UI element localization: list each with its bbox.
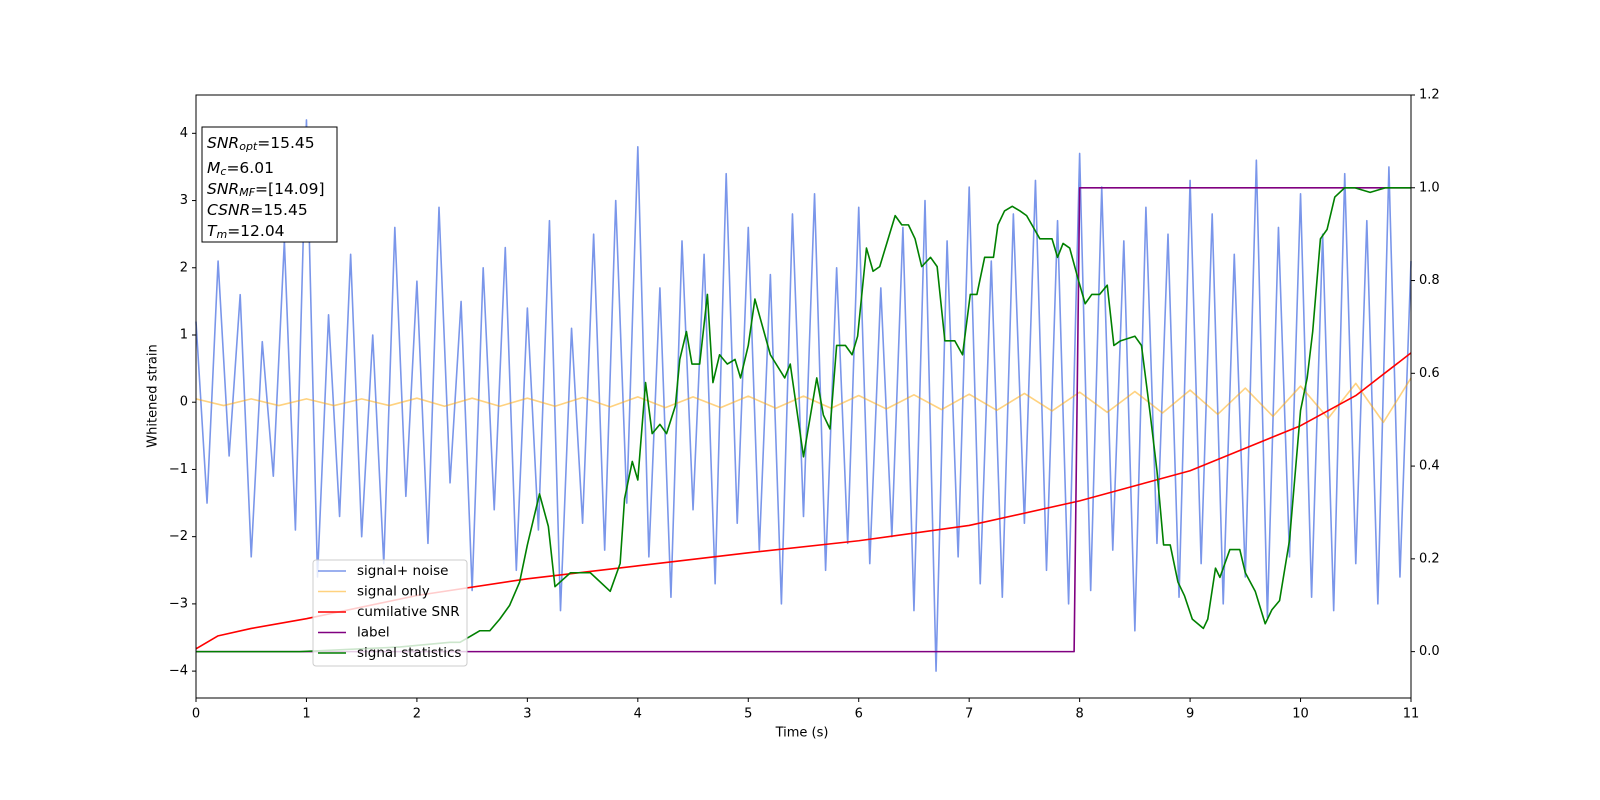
plot-area: [195, 119, 1412, 672]
x-tick-label: 0: [192, 707, 200, 722]
axes-frame: [195, 94, 1412, 699]
x-tick-label: 5: [744, 707, 752, 722]
legend-label: label: [357, 625, 390, 641]
annotation-name: SNR: [207, 180, 239, 198]
series-line: [195, 119, 1412, 672]
series-line: [196, 186, 1411, 653]
y2-tick-label: 0.0: [1419, 644, 1440, 659]
annotation-name: CSNR: [207, 201, 250, 219]
x-tick-label: 7: [965, 707, 973, 722]
annotation-line: SNRMF=[14.09]: [207, 180, 325, 200]
annotation-subscript: c: [220, 165, 226, 178]
annotation-line: SNRopt=15.45: [207, 134, 315, 154]
x-tick-label: 9: [1186, 707, 1194, 722]
x-tick-label: 8: [1075, 707, 1083, 722]
series-line: [195, 377, 1412, 424]
legend: signal+ noise signal only cumilative SNR la…: [312, 559, 468, 667]
y-tick-label: 2: [180, 260, 188, 275]
y-axis-label: Whitened strain: [146, 344, 161, 447]
y2-tick-label: 0.6: [1419, 366, 1440, 381]
annotation-name: T: [207, 222, 218, 240]
y-tick-label: −2: [169, 529, 188, 544]
annotation-line: Mc=6.01: [207, 159, 274, 179]
annotation-name: M: [207, 159, 220, 177]
series-line: [195, 352, 1412, 650]
y-tick-label: 3: [180, 193, 188, 208]
annotation-value: =15.45: [257, 134, 314, 152]
y2-tick-label: 1.2: [1419, 88, 1440, 103]
legend-frame: [312, 559, 468, 667]
y2-tick-label: 0.4: [1419, 459, 1440, 474]
legend-label: cumilative SNR: [357, 604, 460, 620]
x-axis-label: Time (s): [775, 726, 829, 741]
y-tick-label: −4: [169, 664, 188, 679]
legend-label: signal statistics: [357, 645, 461, 661]
x-tick-label: 4: [634, 707, 642, 722]
annotation-value: =12.04: [227, 222, 284, 240]
x-tick-label: 3: [523, 707, 531, 722]
annotation-frame: [201, 126, 338, 243]
annotation-value: =15.45: [250, 201, 307, 219]
series-line: [196, 186, 1411, 653]
annotation-subscript: MF: [239, 186, 255, 199]
annotation-name: SNR: [207, 134, 239, 152]
y-tick-label: 0: [180, 395, 188, 410]
y2-tick-label: 0.2: [1419, 551, 1440, 566]
legend-label: signal+ noise: [357, 563, 448, 579]
x-tick-label: 2: [413, 707, 421, 722]
annotation-subscript: opt: [239, 140, 258, 153]
x-tick-label: 6: [855, 707, 863, 722]
x-tick-label: 1: [302, 707, 310, 722]
annotation-subscript: m: [216, 228, 227, 241]
x-tick-label: 11: [1403, 707, 1420, 722]
y2-tick-label: 0.8: [1419, 273, 1440, 288]
annotation-line: CSNR=15.45: [207, 201, 308, 219]
annotation-box: SNRopt=15.45Mc=6.01SNRMF=[14.09]CSNR=15.…: [201, 126, 338, 243]
annotation-line: Tm=12.04: [207, 222, 285, 242]
y-tick-label: −1: [169, 462, 188, 477]
y-tick-label: −3: [169, 596, 188, 611]
y-tick-label: 4: [180, 126, 188, 141]
annotation-value: =[14.09]: [255, 180, 324, 198]
x-tick-label: 10: [1292, 707, 1309, 722]
legend-label: signal only: [357, 584, 430, 600]
annotation-value: =6.01: [226, 159, 274, 177]
y-tick-label: 1: [180, 327, 188, 342]
y2-tick-label: 1.0: [1419, 180, 1440, 195]
